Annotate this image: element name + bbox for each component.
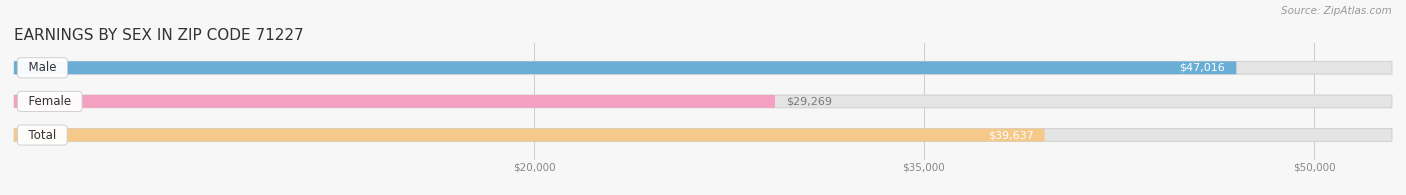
- Text: $39,637: $39,637: [988, 130, 1033, 140]
- FancyBboxPatch shape: [14, 129, 1392, 141]
- Text: Total: Total: [21, 129, 63, 142]
- Text: Source: ZipAtlas.com: Source: ZipAtlas.com: [1281, 6, 1392, 16]
- Text: Male: Male: [21, 61, 63, 74]
- FancyBboxPatch shape: [14, 129, 1045, 141]
- FancyBboxPatch shape: [14, 61, 1236, 74]
- Text: $29,269: $29,269: [786, 96, 832, 106]
- FancyBboxPatch shape: [14, 61, 1392, 74]
- FancyBboxPatch shape: [14, 95, 1392, 108]
- Text: $47,016: $47,016: [1180, 63, 1226, 73]
- FancyBboxPatch shape: [14, 95, 775, 108]
- Text: EARNINGS BY SEX IN ZIP CODE 71227: EARNINGS BY SEX IN ZIP CODE 71227: [14, 28, 304, 43]
- Text: Female: Female: [21, 95, 79, 108]
